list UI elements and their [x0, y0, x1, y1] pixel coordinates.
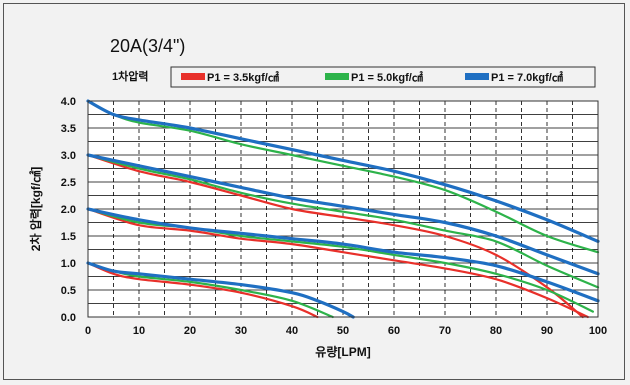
y-tick-label: 2.0	[61, 204, 76, 216]
x-tick-label: 60	[388, 325, 400, 337]
legend-swatch	[465, 73, 489, 80]
x-tick-label: 10	[133, 325, 145, 337]
series-lines	[86, 99, 600, 319]
y-tick-label: 4.0	[61, 96, 76, 108]
series-line-8	[86, 261, 355, 319]
x-tick-label: 80	[490, 325, 502, 337]
legend-swatch	[181, 73, 205, 80]
x-tick-label: 100	[589, 325, 607, 337]
legend-box	[170, 66, 596, 88]
legend: P1 = 3.5kgf/㎠ P1 = 5.0kgf/㎠ P1 = 7.0kgf/㎠	[181, 70, 563, 84]
series-line-11	[86, 99, 600, 243]
series-line-6	[86, 153, 600, 289]
legend-entry: P1 = 3.5kgf/㎠	[207, 70, 279, 84]
y-tick-label: 0.0	[61, 312, 76, 324]
y-tick-label: 1.0	[61, 258, 76, 270]
x-tick-label: 70	[439, 325, 451, 337]
plot-area	[87, 100, 599, 318]
x-tick-label: 0	[85, 325, 91, 337]
y-tick-label: 3.5	[61, 123, 76, 135]
x-tick-label: 50	[337, 325, 349, 337]
series-line-1	[86, 261, 319, 319]
y-tick-label: 1.5	[61, 231, 76, 243]
x-axis-label: 유량[LPM]	[315, 345, 370, 359]
y-tick-label: 0.5	[61, 285, 76, 297]
y-tick-label: 2.5	[61, 177, 76, 189]
series-line-3	[86, 153, 584, 319]
x-tick-label: 40	[286, 325, 298, 337]
series-line-9	[86, 207, 600, 303]
x-tick-label: 20	[184, 325, 196, 337]
x-axis-ticks: 0 10 20 30 40 50 60 70 80 90 100	[85, 325, 607, 337]
y-axis-label: 2차 압력[kgf/㎠]	[28, 167, 43, 251]
series-line-10	[86, 153, 600, 276]
x-tick-label: 30	[235, 325, 247, 337]
x-tick-label: 90	[541, 325, 553, 337]
legend-entry: P1 = 7.0kgf/㎠	[491, 70, 563, 84]
y-tick-label: 3.0	[61, 150, 76, 162]
legend-title: 1차압력	[112, 69, 148, 83]
series-line-7	[86, 99, 600, 254]
legend-swatch	[325, 73, 349, 80]
series-line-2	[86, 207, 589, 319]
legend-entry: P1 = 5.0kgf/㎠	[351, 70, 423, 84]
chart-title: 20A(3/4")	[110, 36, 185, 56]
y-axis-ticks: 0.0 0.5 1.0 1.5 2.0 2.5 3.0 3.5 4.0	[61, 96, 76, 324]
